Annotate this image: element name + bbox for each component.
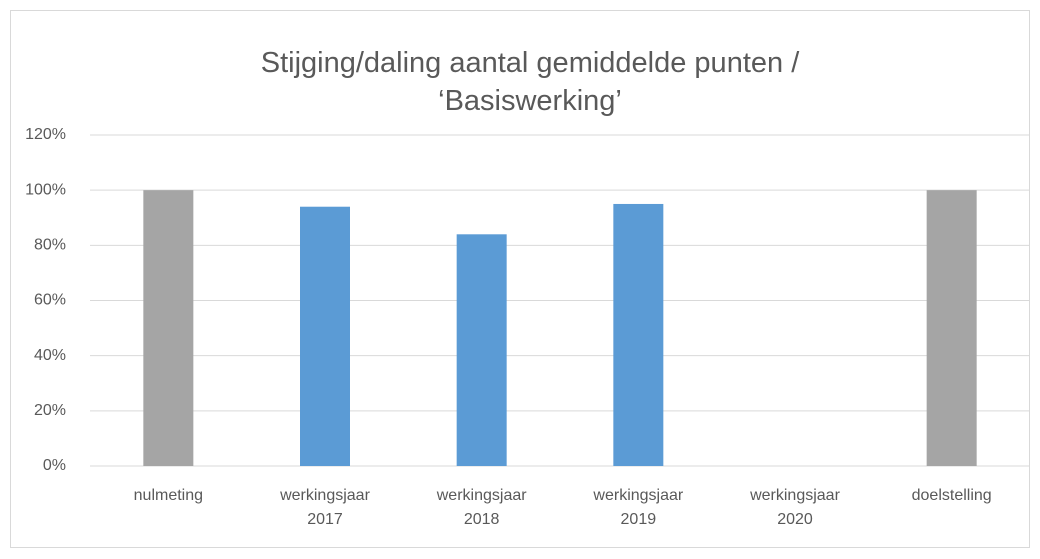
x-tick-label: werkingsjaar 2017 [280, 487, 370, 528]
bar [300, 206, 350, 466]
bar [926, 190, 977, 466]
x-tick-label: werkingsjaar 2019 [593, 487, 684, 528]
y-tick-label: 40% [34, 347, 66, 364]
y-tick-label: 60% [34, 292, 66, 309]
x-tick-label: doelstelling [911, 487, 992, 504]
y-tick-label: 120% [25, 126, 66, 143]
y-tick-label: 20% [34, 402, 66, 419]
chart-title: Stijging/daling aantal gemiddelde punten… [260, 47, 800, 117]
y-tick-label: 80% [34, 237, 66, 254]
x-tick-label: werkingsjaar 2018 [436, 487, 527, 528]
bar [143, 190, 194, 466]
x-tick-label: werkingsjaar 2020 [750, 487, 840, 528]
y-tick-label: 100% [25, 181, 66, 198]
y-tick-label: 0% [43, 457, 66, 474]
bar [613, 203, 664, 467]
bar [456, 234, 507, 466]
x-tick-label: nulmeting [133, 487, 204, 504]
